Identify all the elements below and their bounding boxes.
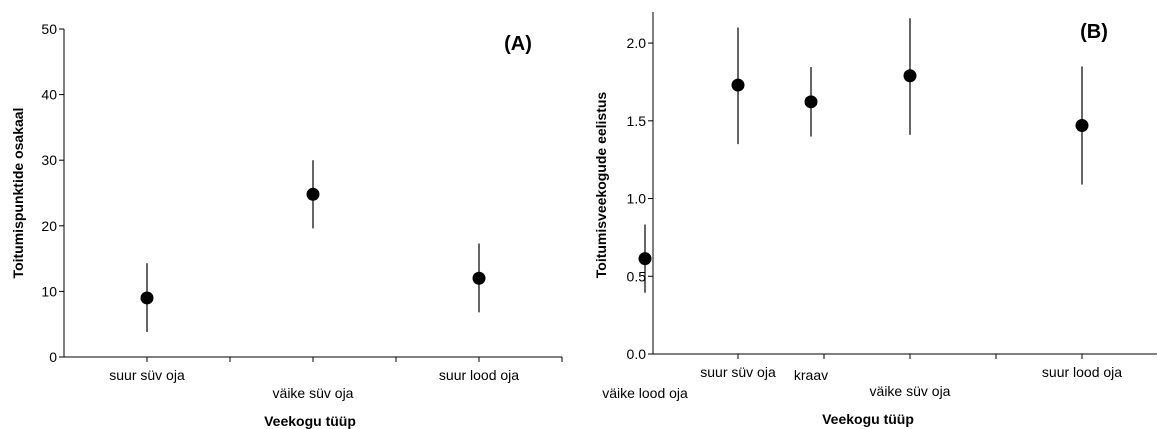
panel-a-y-tick-label: 20: [41, 218, 57, 234]
panel-a-x-tick-label: kraav: [794, 367, 828, 383]
panel-a-mean-point: [804, 95, 818, 109]
panel-b-label: (B): [1080, 21, 1108, 43]
panel-b-mean-point: [903, 69, 917, 83]
panel-a-mean-point: [472, 271, 486, 285]
panel-a-y-tick-label: 30: [41, 152, 57, 168]
panel-b: (B) Veekogu tüüp Toitumisveekogude eelis…: [593, 12, 1157, 427]
panel-a-y-tick-label: 10: [41, 283, 57, 299]
panel-b-y-tick-label: 1.0: [627, 191, 647, 207]
panel-b-x-tick-label: suur lood oja: [1042, 364, 1122, 380]
panel-a-x-tick-label: suur lood oja: [439, 367, 519, 383]
panel-a-x-tick-label: väike lood oja: [602, 385, 688, 401]
panel-a-y-axis-title: Toitumispunktide osakaal: [10, 108, 26, 279]
panel-b-y-axis-title: Toitumisveekogude eelistus: [593, 92, 609, 279]
panel-a-x-axis-title: Veekogu tüüp: [264, 413, 356, 429]
panel-a-mean-point: [306, 187, 320, 201]
panel-a-mean-point: [140, 291, 154, 305]
panel-b-y-tick-label: 1.5: [627, 113, 647, 129]
panel-b-y-tick-label: 0.5: [627, 268, 647, 284]
panel-a-x-tick-label: väike süv oja: [273, 385, 354, 401]
panel-b-y-tick-label: 0.0: [627, 346, 647, 362]
panel-a-x-tick-label: suur süv oja: [109, 367, 185, 383]
panel-a: (A) Veekogu tüüp Toitumispunktide osakaa…: [10, 21, 828, 429]
panel-b-x-tick-label: suur süv oja: [700, 364, 776, 380]
panel-b-x-tick-label: väike süv oja: [870, 383, 951, 399]
panel-b-mean-point: [1075, 118, 1089, 132]
panel-a-y-tick-label: 50: [41, 21, 57, 37]
panel-a-y-tick-label: 40: [41, 87, 57, 103]
panel-a-label: (A): [504, 33, 532, 55]
panel-b-y-tick-label: 2.0: [627, 35, 647, 51]
panel-b-x-axis-title: Veekogu tüüp: [822, 411, 914, 427]
panel-a-y-tick-label: 0: [49, 349, 57, 365]
panel-b-mean-point: [731, 78, 745, 92]
panel-a-mean-point: [638, 252, 652, 266]
